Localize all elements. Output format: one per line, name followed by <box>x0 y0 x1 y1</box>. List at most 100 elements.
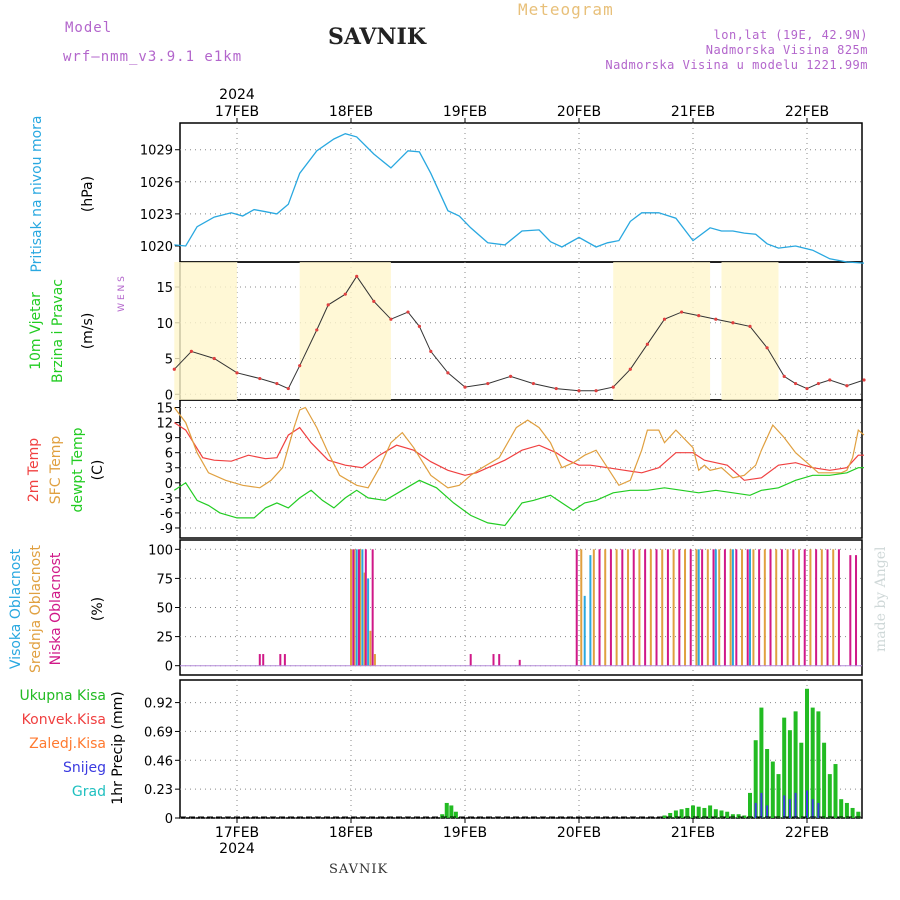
wind-ytick-label: 0 <box>165 388 173 403</box>
wind-speed-point <box>680 310 684 314</box>
precip-total-bar <box>782 717 787 818</box>
temp-line-2 <box>173 467 864 527</box>
wind-speed-point <box>731 321 735 325</box>
precip-legend-4: Grad <box>72 784 106 800</box>
model-name: wrf—nmm_v3.9.1 e1km <box>63 49 243 65</box>
cloud-bar-1 <box>661 549 664 666</box>
wind-band-2 <box>613 262 711 400</box>
cloud-bar-1 <box>580 549 583 666</box>
wind-speed-point <box>531 381 536 386</box>
precip-total-bar <box>850 807 855 818</box>
cloud-bar-0 <box>361 549 364 666</box>
wind-speed-point <box>509 374 513 379</box>
wind-speed-point <box>611 385 615 389</box>
cloud-unit: (%) <box>90 597 106 621</box>
wind-speed-point <box>748 324 752 328</box>
cloud-bar-0 <box>731 549 734 666</box>
precip-total-bar <box>725 811 730 818</box>
wind-speed-point <box>258 376 262 381</box>
cloud-axis-title-0: Visoka Oblacnost <box>8 548 24 669</box>
precip-total-bar <box>708 805 713 818</box>
wind-speed-point <box>765 346 769 350</box>
precip-total-bar <box>748 792 752 818</box>
precip-legend-2: Zaledj.Kisa <box>29 736 106 752</box>
bottom-day-label: 22FEB <box>785 825 829 841</box>
top-day-label: 22FEB <box>785 104 829 120</box>
wind-speed-point <box>577 389 581 393</box>
wind-speed-point <box>446 371 450 375</box>
precip-total-bar <box>668 812 673 818</box>
cloud-axis-title-2: Niska Oblacnost <box>48 552 64 665</box>
precip-total-bar <box>810 707 815 818</box>
made-by-credit: made by Angel <box>873 546 889 653</box>
precip-total-bar <box>805 688 809 818</box>
clouds-ytick-label: 75 <box>156 572 173 587</box>
temperature-ytick-label: -3 <box>160 492 173 507</box>
cloud-bar-1 <box>373 654 376 666</box>
wind-speed-point <box>794 381 798 386</box>
wind-speed-point <box>326 303 330 307</box>
precip-snow-bar <box>766 805 769 818</box>
cloud-bar-0 <box>367 578 370 666</box>
precip-total-bar <box>702 807 707 818</box>
precipitation-ytick-label: 0.69 <box>144 725 173 740</box>
wind-band-1 <box>299 262 391 400</box>
precip-snow-bar <box>817 802 820 818</box>
cloud-bar-0 <box>355 549 358 666</box>
cloud-bar-2 <box>357 549 360 666</box>
cloud-bar-2 <box>689 549 692 666</box>
wind-speed-point <box>628 367 632 371</box>
cloud-bar-1 <box>741 549 744 666</box>
cloud-bar-2 <box>837 549 840 666</box>
precip-total-bar <box>753 740 758 818</box>
elevation-label: Nadmorska Visina 825m <box>705 43 868 57</box>
cloud-bar-1 <box>695 549 698 666</box>
cloud-bar-1 <box>684 549 687 666</box>
wind-speed-point <box>343 292 347 296</box>
precipitation-ytick-label: 0.23 <box>144 783 173 798</box>
bottom-day-label: 17FEB <box>215 825 259 841</box>
cloud-bar-2 <box>575 549 578 666</box>
precip-total-bar <box>696 806 701 818</box>
precip-total-bar <box>822 742 827 818</box>
cloud-bar-1 <box>809 549 812 666</box>
cloud-bar-1 <box>363 572 366 666</box>
temperature-ytick-label: 3 <box>165 462 173 477</box>
cloud-bar-2 <box>262 654 265 666</box>
cloud-bar-2 <box>518 659 521 666</box>
grid-lines <box>175 123 862 819</box>
temperature-ytick-label: 9 <box>165 432 173 447</box>
wind-compass-label: W E N S <box>117 276 127 312</box>
wind-speed-point <box>714 317 718 321</box>
wind-speed-point <box>645 342 650 346</box>
wind-band-3 <box>721 262 779 400</box>
cloud-bar-2 <box>855 555 858 666</box>
wind-speed-point <box>662 317 667 321</box>
pressure-ytick-label: 1020 <box>140 240 173 255</box>
precip-total-bar <box>770 761 775 818</box>
station-title: SAVNIK <box>328 24 426 50</box>
precip-total-bar <box>787 730 792 818</box>
top-day-label: 19FEB <box>443 104 487 120</box>
precip-legend-3: Snijeg <box>63 760 106 776</box>
top-day-label: 17FEB <box>215 104 259 120</box>
precip-snow-bar <box>760 792 763 818</box>
precip-total-bar <box>793 711 798 818</box>
pressure-panel-frame <box>179 122 863 263</box>
cloud-bar-1 <box>627 549 630 666</box>
wind-speed-point <box>275 381 279 386</box>
top-day-label: 21FEB <box>671 104 715 120</box>
precip-total-bar <box>736 814 741 818</box>
cloud-bar-2 <box>279 654 282 666</box>
wind-speed-point <box>429 349 433 353</box>
cloud-bar-2 <box>621 549 624 666</box>
precip-axis-title: 1hr Precip (mm) <box>110 691 126 804</box>
wind-speed-point <box>172 367 176 371</box>
temp-unit: (C) <box>90 460 106 481</box>
wind-speed-point <box>486 381 490 386</box>
precip-total-bar <box>679 809 684 818</box>
precip-total-bar <box>440 814 445 818</box>
cloud-bar-2 <box>498 654 501 666</box>
cloud-bar-2 <box>364 549 367 666</box>
